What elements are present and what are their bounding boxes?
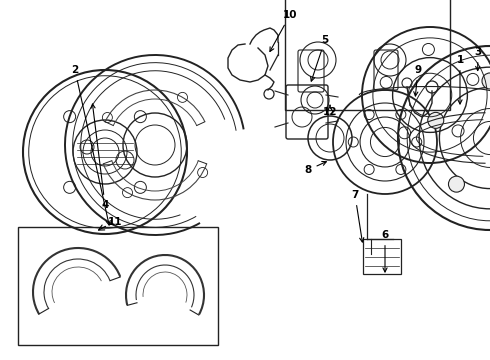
Bar [285,0,450,110]
Text: 2: 2 [72,65,110,225]
Text: 5: 5 [311,35,329,81]
Text: 1: 1 [456,55,464,104]
Text: 11: 11 [108,217,122,227]
Text: 7: 7 [351,190,364,242]
Text: 12: 12 [323,107,337,117]
Text: 4: 4 [91,104,109,210]
Circle shape [428,112,444,129]
Text: 9: 9 [414,65,421,96]
Text: 6: 6 [381,230,389,272]
Text: 3: 3 [474,47,482,71]
Text: 8: 8 [304,162,326,175]
Bar [18,227,218,345]
Bar [363,239,401,274]
Circle shape [482,73,490,89]
Text: 10: 10 [270,10,297,51]
Circle shape [448,176,465,192]
